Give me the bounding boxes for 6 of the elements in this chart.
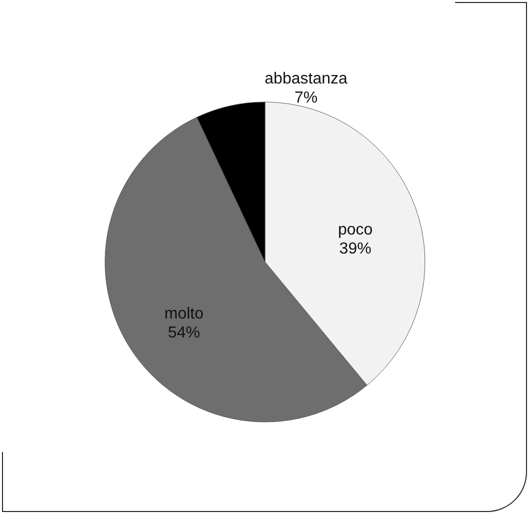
data-label: 54% bbox=[168, 324, 200, 342]
slice-label: abbastanza bbox=[264, 70, 348, 88]
slice-label: molto bbox=[164, 305, 204, 322]
slice-label: poco bbox=[338, 221, 373, 238]
data-label: 39% bbox=[339, 240, 372, 258]
data-label: 7% bbox=[294, 90, 318, 107]
